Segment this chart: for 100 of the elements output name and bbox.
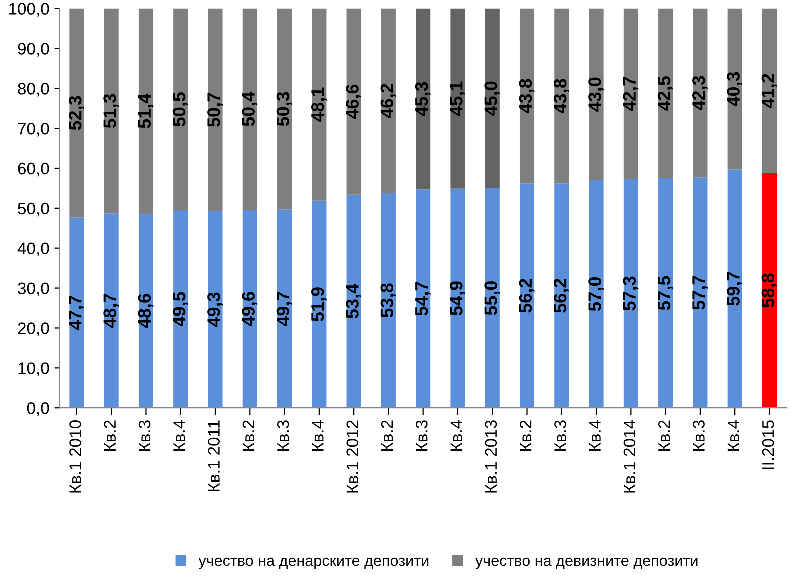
bar — [728, 170, 742, 408]
data-label: 42,3 — [692, 76, 708, 111]
bar — [554, 8, 570, 184]
y-tick-label: 80,0 — [18, 83, 50, 97]
data-label: 56,2 — [519, 279, 535, 313]
bar — [624, 179, 638, 408]
bar — [346, 194, 362, 408]
x-tick-label: Кв.2 — [520, 420, 532, 451]
data-label: 54,7 — [416, 282, 431, 316]
data-label: 57,3 — [623, 276, 639, 311]
data-label: 46,2 — [380, 84, 396, 118]
x-tick-label: Кв.3 — [693, 420, 705, 451]
bar — [381, 8, 396, 194]
bar — [450, 188, 466, 408]
data-label: 55,0 — [484, 281, 500, 316]
x-tick-label: Кв.3 — [138, 420, 151, 451]
bar — [312, 200, 327, 408]
data-label: 56,2 — [554, 279, 570, 313]
data-label: 43,0 — [588, 78, 604, 112]
data-label: 43,8 — [554, 79, 570, 114]
data-label: 41,2 — [762, 74, 778, 108]
bar — [278, 8, 292, 210]
x-tick-label: Кв.3 — [554, 420, 566, 451]
bar — [693, 8, 708, 178]
bar — [485, 188, 500, 408]
bar — [520, 8, 535, 184]
bar — [589, 180, 604, 408]
y-tick-label: 50,0 — [18, 202, 50, 217]
x-tick-label: Кв.4 — [174, 420, 186, 451]
bar — [104, 8, 119, 214]
y-tick-label: 60,0 — [18, 162, 50, 177]
bar — [658, 8, 674, 178]
y-tick-label: 0,0 — [27, 402, 50, 416]
x-tick-label: II.2015 — [762, 420, 774, 470]
data-label: 51,9 — [311, 288, 327, 322]
bar — [312, 8, 327, 201]
bar — [346, 8, 362, 195]
data-label: 48,7 — [104, 294, 120, 328]
x-tick-label: Кв.1 2012 — [346, 420, 359, 493]
bar — [381, 193, 396, 408]
bar — [242, 210, 258, 408]
bar — [70, 218, 84, 408]
x-tick-label: Кв.3 — [277, 420, 290, 451]
data-label: 45,1 — [450, 82, 466, 116]
data-label: 50,4 — [242, 92, 258, 126]
data-label: 50,5 — [172, 92, 188, 127]
bar — [450, 8, 466, 189]
data-label: 51,4 — [138, 94, 154, 128]
bar — [174, 8, 188, 210]
data-label: 49,7 — [276, 292, 292, 326]
data-label: 50,7 — [208, 93, 223, 127]
data-label: 43,8 — [519, 79, 535, 114]
y-tick-label: 20,0 — [18, 322, 50, 336]
bar — [174, 210, 188, 408]
bar — [70, 8, 84, 218]
bar — [485, 8, 500, 188]
x-tick-label: Кв.1 2011 — [208, 420, 220, 492]
x-tick-label: Кв.2 — [658, 420, 670, 451]
data-label: 52,3 — [69, 96, 84, 130]
x-tick-label: Кв.2 — [104, 420, 116, 451]
data-label: 51,3 — [104, 94, 120, 128]
data-label: 54,9 — [450, 282, 466, 316]
data-label: 57,7 — [692, 276, 708, 310]
bar — [658, 178, 674, 408]
bar — [208, 211, 223, 408]
data-label: 42,5 — [658, 76, 674, 111]
x-tick-label: Кв.4 — [728, 420, 740, 451]
legend-label: учество на денарските депозити — [198, 558, 429, 570]
bar — [416, 8, 431, 190]
bar — [589, 8, 604, 180]
legend-label: учество на девизните депозити — [475, 558, 698, 570]
bar — [762, 173, 778, 408]
x-tick-label: Кв.1 2013 — [485, 420, 498, 493]
bar — [728, 8, 742, 170]
x-tick-label: Кв.4 — [589, 420, 601, 451]
y-tick-label: 70,0 — [18, 122, 50, 137]
data-label: 49,3 — [208, 292, 223, 327]
data-label: 50,3 — [276, 92, 292, 126]
data-label: 58,8 — [762, 274, 778, 308]
bar — [138, 8, 154, 214]
data-label: 57,0 — [588, 277, 604, 312]
y-tick-label: 90,0 — [18, 43, 50, 57]
x-tick-label: Кв.4 — [312, 420, 324, 451]
y-tick-label: 40,0 — [18, 242, 50, 257]
bar — [416, 190, 431, 408]
data-label: 53,4 — [346, 284, 362, 318]
data-label: 57,5 — [658, 276, 674, 310]
bar — [762, 8, 778, 174]
bar — [242, 8, 258, 210]
data-label: 48,1 — [311, 88, 327, 122]
bar — [624, 8, 638, 180]
bar — [278, 210, 292, 408]
y-tick-label: 30,0 — [18, 282, 50, 296]
x-tick-label: Кв.2 — [381, 420, 394, 451]
data-label: 49,5 — [172, 292, 188, 327]
data-label: 45,3 — [415, 82, 431, 116]
bar — [104, 214, 119, 408]
x-tick-label: Кв.1 2010 — [70, 420, 82, 493]
bar — [138, 214, 154, 408]
data-label: 48,6 — [138, 294, 154, 328]
